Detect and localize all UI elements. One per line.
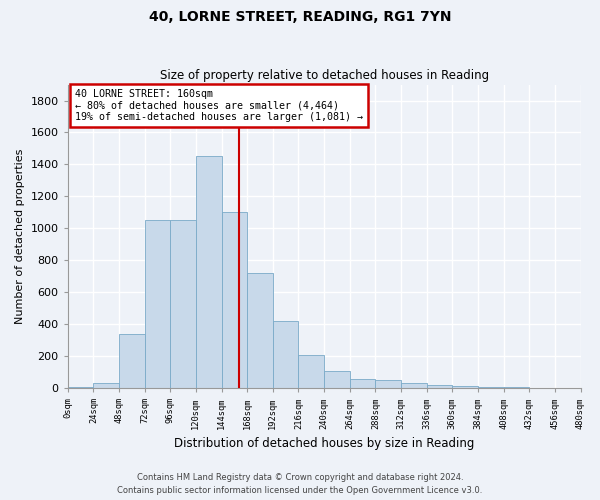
Bar [145,220,170,388]
Y-axis label: Number of detached properties: Number of detached properties [15,148,25,324]
Title: Size of property relative to detached houses in Reading: Size of property relative to detached ho… [160,69,488,82]
Bar [401,382,427,388]
Text: Contains HM Land Registry data © Crown copyright and database right 2024.
Contai: Contains HM Land Registry data © Crown c… [118,474,482,495]
Bar [452,386,478,388]
Bar [324,372,350,388]
Bar [94,384,119,388]
Bar [298,354,324,388]
Text: 40, LORNE STREET, READING, RG1 7YN: 40, LORNE STREET, READING, RG1 7YN [149,10,451,24]
Bar [478,386,503,388]
Bar [247,273,273,388]
Bar [350,380,376,388]
Bar [68,386,94,388]
Bar [119,334,145,388]
Text: 40 LORNE STREET: 160sqm
← 80% of detached houses are smaller (4,464)
19% of semi: 40 LORNE STREET: 160sqm ← 80% of detache… [76,89,364,122]
X-axis label: Distribution of detached houses by size in Reading: Distribution of detached houses by size … [174,437,474,450]
Bar [170,220,196,388]
Bar [376,380,401,388]
Bar [221,212,247,388]
Bar [196,156,221,388]
Bar [427,385,452,388]
Bar [273,321,298,388]
